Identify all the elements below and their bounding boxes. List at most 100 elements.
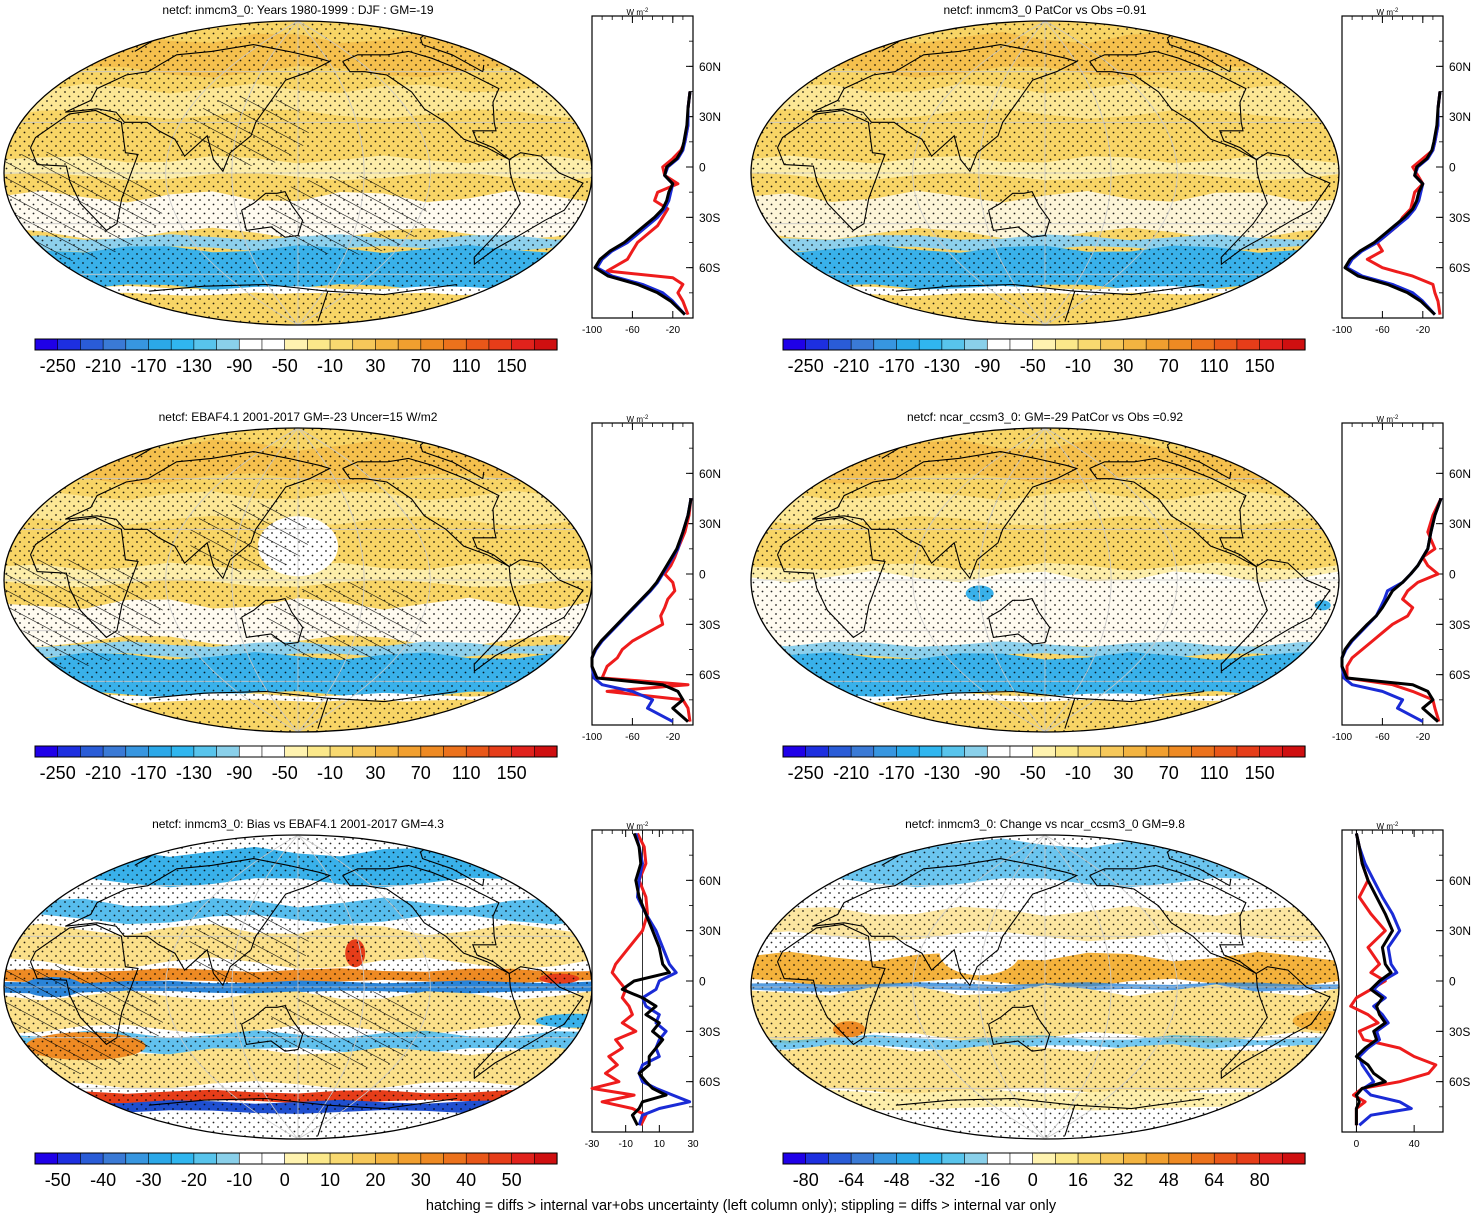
profile-panel-6: 0 40 60N 30N 0 30S 60S W m-2 — [1341, 822, 1471, 1150]
colorbar-label: 110 — [1200, 356, 1229, 376]
colorbar-swatch — [284, 1152, 308, 1165]
colorbar-swatch — [420, 745, 445, 758]
colorbar-swatch — [1032, 338, 1056, 351]
colorbar-frame — [34, 745, 558, 758]
colorbar-swatch — [1123, 338, 1147, 351]
colorbar-swatch — [284, 745, 308, 758]
colorbar-label: -170 — [130, 356, 166, 376]
profile-y-tick-label: 60N — [699, 874, 721, 888]
coastline-antarctica-3 — [148, 690, 458, 729]
profile-y-tick-label: 0 — [699, 161, 706, 175]
colorbar-swatch — [307, 338, 331, 351]
profile-series-red — [590, 832, 649, 1126]
colorbar-label: 64 — [1204, 1170, 1224, 1190]
meridian — [165, 21, 299, 325]
hatch-region — [4, 965, 163, 1076]
colorbar-label: 30 — [411, 1170, 431, 1190]
colorbar-label: 150 — [497, 763, 527, 783]
panel-1-title: netcf: inmcm3_0: Years 1980-1999 : DJF :… — [162, 3, 433, 17]
colorbar-swatch — [193, 745, 218, 758]
colorbar-label: -80 — [793, 1170, 819, 1190]
colorbar-swatch — [125, 1152, 150, 1165]
colorbar-label: -90 — [974, 356, 1000, 376]
colorbar-label: -64 — [838, 1170, 864, 1190]
profile-series-black — [593, 91, 692, 316]
colorbar-swatch — [1236, 745, 1261, 758]
profile-frame — [591, 15, 694, 319]
coastline-eurasia-5 — [64, 858, 332, 987]
colorbar-swatch — [1055, 1152, 1079, 1165]
map-field-3 — [4, 428, 592, 732]
profile-x-tick-label: -100 — [1332, 325, 1352, 336]
coastline-antarctica-1 — [148, 283, 458, 322]
colorbar-swatch — [873, 1152, 898, 1165]
profile-x-tick-label: 40 — [1409, 1139, 1421, 1150]
profile-y-tick-label: 30N — [699, 924, 721, 938]
colorbar-swatch — [375, 745, 399, 758]
colorbar-swatch — [986, 338, 1011, 351]
colorbar-swatch — [1009, 338, 1034, 351]
coastline-namerica-5 — [342, 864, 510, 974]
colorbar-swatch — [148, 338, 172, 351]
coastline-antarctica-4 — [895, 690, 1205, 729]
colorbar-swatch — [397, 745, 422, 758]
colorbar-label: -250 — [40, 763, 76, 783]
profile-x-tick-label: -60 — [1375, 325, 1390, 336]
profile-series-blue — [1354, 833, 1413, 1127]
colorbar-swatch — [1009, 745, 1034, 758]
colorbar-label: -130 — [924, 763, 960, 783]
map-field-2 — [751, 21, 1339, 325]
coastline-samerica-5 — [473, 966, 584, 1080]
colorbar-swatch — [941, 338, 966, 351]
map-panel-2 — [750, 20, 1340, 326]
colorbar-label: 0 — [280, 1170, 290, 1190]
colorbar-swatch — [375, 1152, 399, 1165]
profile-y-tick-label: 60N — [1449, 874, 1471, 888]
colorbar-label: -170 — [130, 763, 166, 783]
map-panel-4 — [750, 427, 1340, 733]
colorbar-swatch — [1259, 745, 1283, 758]
colorbar-swatch — [307, 1152, 331, 1165]
colorbar-swatch — [1100, 1152, 1125, 1165]
colorbar-swatch — [216, 745, 240, 758]
colorbar-label: 32 — [1113, 1170, 1133, 1190]
profile-x-tick-label: -10 — [618, 1139, 633, 1150]
meridian — [1044, 21, 1178, 325]
coastline-australia-1 — [241, 190, 304, 238]
profile-y-tick-label: 60S — [699, 261, 720, 275]
colorbar-label: 50 — [502, 1170, 522, 1190]
coastline-australia-2 — [988, 190, 1051, 238]
coastline-samerica-2 — [1220, 152, 1331, 266]
coastline-africa-1 — [29, 109, 139, 232]
colorbar-swatch — [941, 745, 966, 758]
colorbar-label: -10 — [226, 1170, 252, 1190]
colorbar-label: -50 — [272, 763, 298, 783]
colorbar-swatch — [511, 745, 535, 758]
colorbar-label: 10 — [320, 1170, 340, 1190]
colorbar-swatch — [238, 1152, 263, 1165]
colorbar-swatch — [1077, 745, 1102, 758]
profile-y-tick-label: 60N — [1449, 467, 1471, 481]
coastline-australia-3 — [241, 597, 304, 645]
colorbar-label: -250 — [788, 356, 824, 376]
colorbar-swatch — [805, 1152, 830, 1165]
map-panel-6 — [750, 834, 1340, 1140]
colorbar-2: -250 -210 -170 -130 -90 -50 -10 30 70 110 150 — [782, 338, 1306, 376]
colorbar-label: -90 — [974, 763, 1000, 783]
colorbar-swatch — [918, 338, 943, 351]
colorbar-label: 150 — [1245, 356, 1275, 376]
colorbar-4: -250 -210 -170 -130 -90 -50 -10 30 70 110 150 — [782, 745, 1306, 783]
panel-4-title: netcf: ncar_ccsm3_0: GM=-29 PatCor vs Ob… — [907, 410, 1183, 424]
colorbar-label: -10 — [317, 356, 343, 376]
profile-x-tick-label: -60 — [625, 325, 640, 336]
profile-y-tick-label: 0 — [1449, 975, 1456, 989]
coastline-africa-2 — [776, 109, 886, 232]
colorbar-swatch — [80, 745, 104, 758]
colorbar-swatch — [397, 338, 422, 351]
colorbar-label: -50 — [1020, 763, 1046, 783]
colorbar-swatch — [1123, 1152, 1147, 1165]
profile-y-tick-label: 30N — [1449, 924, 1471, 938]
profile-y-tick-label: 30S — [1449, 211, 1470, 225]
colorbar-label: -50 — [1020, 356, 1046, 376]
colorbar-label: 30 — [1113, 763, 1133, 783]
